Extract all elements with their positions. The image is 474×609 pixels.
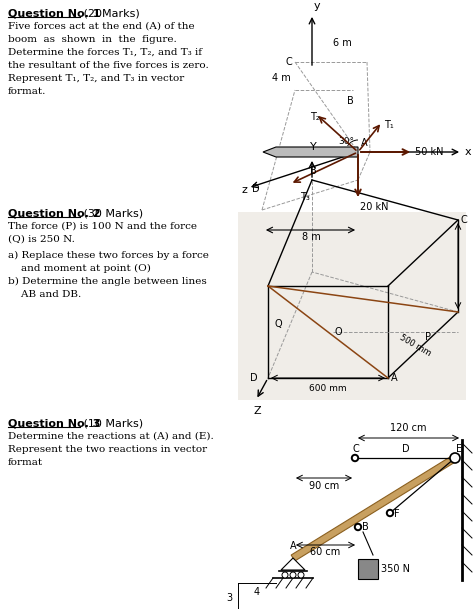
Text: A: A xyxy=(391,373,398,383)
Text: 500 mm: 500 mm xyxy=(398,333,432,357)
Text: (Q) is 250 N.: (Q) is 250 N. xyxy=(8,235,75,244)
Text: Question No. 2: Question No. 2 xyxy=(8,208,100,218)
Text: Represent T₁, T₂, and T₃ in vector: Represent T₁, T₂, and T₃ in vector xyxy=(8,74,184,83)
Text: b) Determine the angle between lines: b) Determine the angle between lines xyxy=(8,277,207,286)
Text: 4: 4 xyxy=(254,587,260,597)
Text: the resultant of the five forces is zero.: the resultant of the five forces is zero… xyxy=(8,61,209,70)
Text: Question No. 3: Question No. 3 xyxy=(8,418,100,428)
FancyBboxPatch shape xyxy=(238,212,466,400)
Text: B: B xyxy=(347,96,354,106)
Text: x: x xyxy=(465,147,472,157)
Text: P: P xyxy=(425,332,431,342)
Circle shape xyxy=(386,510,393,516)
Text: 6 m: 6 m xyxy=(333,38,352,48)
Text: (10 Marks): (10 Marks) xyxy=(80,418,143,428)
Circle shape xyxy=(354,457,356,460)
Circle shape xyxy=(298,572,304,578)
Text: 120 cm: 120 cm xyxy=(390,423,426,433)
Text: D: D xyxy=(252,184,260,194)
Text: C: C xyxy=(461,215,468,225)
Text: T₂: T₂ xyxy=(310,112,320,122)
Text: 90 cm: 90 cm xyxy=(309,481,339,491)
Text: Q: Q xyxy=(275,319,283,329)
Text: 4 m: 4 m xyxy=(272,73,291,83)
Text: Determine the forces T₁, T₂, and T₃ if: Determine the forces T₁, T₂, and T₃ if xyxy=(8,48,202,57)
Text: A: A xyxy=(290,541,296,551)
Text: A: A xyxy=(361,138,368,148)
Text: format: format xyxy=(8,458,43,467)
Text: The force (P) is 100 N and the force: The force (P) is 100 N and the force xyxy=(8,222,197,231)
Text: E: E xyxy=(456,444,462,454)
Text: 600 mm: 600 mm xyxy=(309,384,347,393)
Text: Determine the reactions at (A) and (E).: Determine the reactions at (A) and (E). xyxy=(8,432,214,441)
Text: Represent the two reactions in vector: Represent the two reactions in vector xyxy=(8,445,207,454)
Circle shape xyxy=(352,454,358,462)
Text: 30°: 30° xyxy=(338,138,354,147)
Text: (30 Marks): (30 Marks) xyxy=(80,208,143,218)
Text: C: C xyxy=(286,57,293,67)
Text: D: D xyxy=(250,373,258,383)
Text: Question No. 1: Question No. 1 xyxy=(8,8,100,18)
Circle shape xyxy=(450,453,460,463)
Circle shape xyxy=(356,526,359,529)
Polygon shape xyxy=(263,147,358,157)
Text: 50 kN: 50 kN xyxy=(415,147,444,157)
Text: D: D xyxy=(402,444,410,454)
Text: y: y xyxy=(314,1,320,11)
Text: Five forces act at the end (A) of the: Five forces act at the end (A) of the xyxy=(8,22,195,31)
Text: Y: Y xyxy=(310,142,317,152)
FancyBboxPatch shape xyxy=(358,559,378,579)
Circle shape xyxy=(290,572,296,578)
Text: z: z xyxy=(242,185,248,195)
Text: format.: format. xyxy=(8,87,46,96)
Text: boom  as  shown  in  the  figure.: boom as shown in the figure. xyxy=(8,35,177,44)
Circle shape xyxy=(355,524,362,530)
Text: 350 N: 350 N xyxy=(381,564,410,574)
Circle shape xyxy=(389,512,392,515)
Text: Z: Z xyxy=(254,406,262,416)
Text: T₃: T₃ xyxy=(300,192,310,202)
Text: 20 kN: 20 kN xyxy=(360,202,389,212)
Polygon shape xyxy=(291,455,457,561)
Text: 3: 3 xyxy=(226,593,232,603)
Text: a) Replace these two forces by a force: a) Replace these two forces by a force xyxy=(8,251,209,260)
Text: B: B xyxy=(310,166,317,176)
Text: F: F xyxy=(394,509,400,519)
Text: C: C xyxy=(353,444,360,454)
Text: 8 m: 8 m xyxy=(301,232,320,242)
Text: (20Marks): (20Marks) xyxy=(80,8,140,18)
Text: O: O xyxy=(335,327,343,337)
Text: 60 cm: 60 cm xyxy=(310,547,340,557)
Circle shape xyxy=(282,572,288,578)
Text: AB and DB.: AB and DB. xyxy=(8,290,81,299)
Text: T₁: T₁ xyxy=(384,120,394,130)
Text: and moment at point (O): and moment at point (O) xyxy=(8,264,151,273)
Polygon shape xyxy=(281,558,305,570)
Text: B: B xyxy=(362,522,369,532)
